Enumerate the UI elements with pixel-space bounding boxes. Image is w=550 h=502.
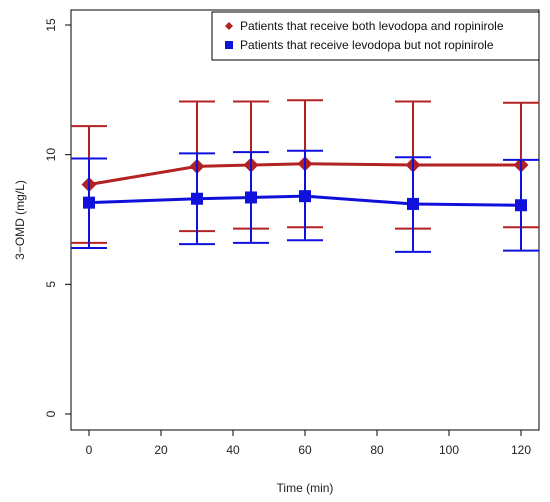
series-layer <box>71 99 539 253</box>
x-axis-label: Time (min) <box>277 481 334 495</box>
legend-label: Patients that receive levodopa but not r… <box>240 38 494 52</box>
legend-marker-diamond <box>225 22 233 30</box>
x-tick-label: 80 <box>370 443 384 457</box>
data-point <box>191 192 203 205</box>
x-tick-label: 100 <box>439 443 459 457</box>
data-point <box>83 196 95 209</box>
x-axis: 0 20 40 60 80 100 120 <box>86 430 531 457</box>
series-line <box>88 194 522 207</box>
y-axis-label: 3−OMD (mg/L) <box>13 180 27 260</box>
x-tick-label: 40 <box>226 443 240 457</box>
y-tick-label: 0 <box>44 410 58 417</box>
series-line <box>88 162 521 186</box>
legend-label: Patients that receive both levodopa and … <box>240 19 504 33</box>
x-tick-label: 20 <box>154 443 168 457</box>
series-2 <box>71 149 539 253</box>
y-tick-label: 10 <box>44 148 58 162</box>
data-point <box>407 197 419 210</box>
x-tick-label: 60 <box>298 443 312 457</box>
legend: Patients that receive both levodopa and … <box>211 11 540 61</box>
legend-box <box>211 11 540 61</box>
legend-marker-square <box>225 41 233 49</box>
data-point <box>515 199 527 212</box>
y-axis: 0 5 10 15 <box>44 18 71 417</box>
data-point <box>299 190 311 203</box>
y-tick-label: 5 <box>44 281 58 288</box>
data-point <box>245 191 257 204</box>
x-tick-label: 0 <box>86 443 93 457</box>
y-tick-label: 15 <box>44 18 58 32</box>
x-tick-label: 120 <box>511 443 531 457</box>
